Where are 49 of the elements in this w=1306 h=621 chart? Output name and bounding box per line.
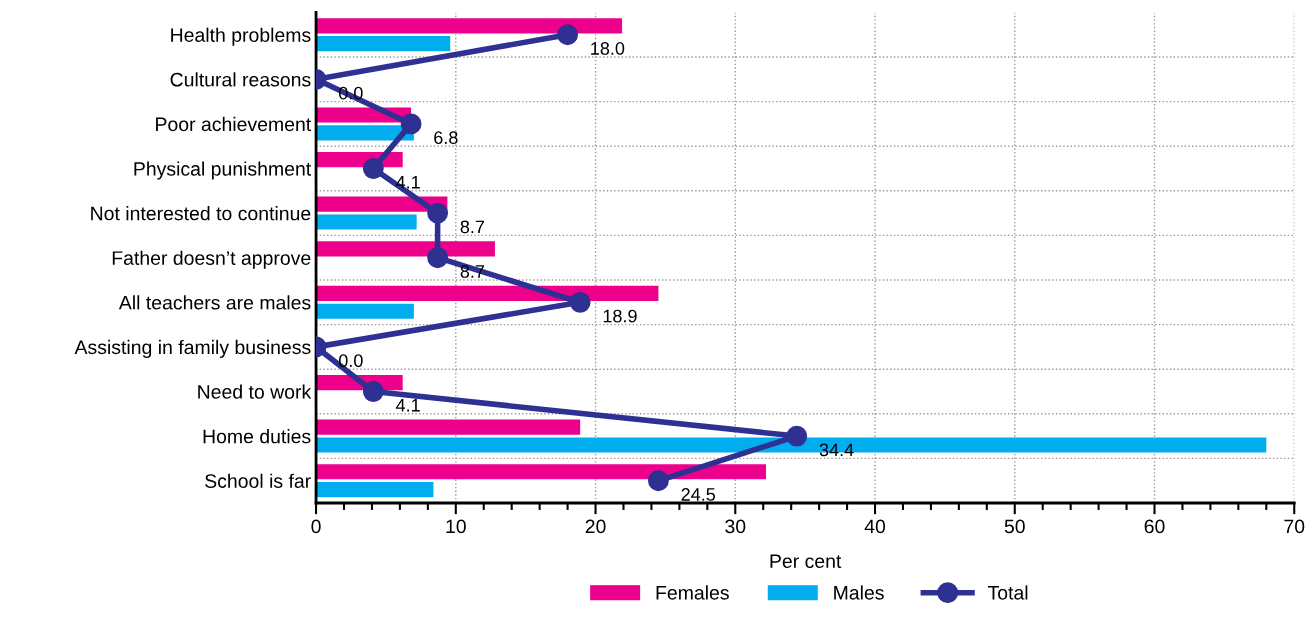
y-tick-label: All teachers are males (118, 295, 311, 310)
point (427, 202, 449, 224)
bar (316, 36, 451, 52)
point (427, 247, 449, 269)
data-label: 0.0 (338, 354, 363, 368)
bar (316, 464, 767, 480)
point (400, 113, 422, 135)
bar (316, 241, 495, 257)
data-label: 4.1 (395, 399, 420, 412)
point (786, 425, 808, 447)
data-label: 4.1 (395, 176, 420, 189)
bar (316, 303, 414, 319)
data-label: 18.0 (591, 42, 625, 55)
point (569, 291, 591, 313)
x-tick-label: 50 (1004, 519, 1025, 534)
legend-label: Males (834, 585, 884, 600)
data-label: 24.5 (681, 488, 716, 501)
legend-label: Females (656, 585, 729, 600)
x-tick-label: 30 (725, 519, 746, 534)
point (648, 470, 669, 492)
bar (316, 419, 581, 435)
x-axis-title: Per cent (770, 554, 842, 569)
y-tick-label: Poor achievement (156, 116, 312, 132)
y-tick-label: Home duties (203, 429, 311, 444)
data-label: 6.8 (434, 131, 458, 145)
bar (316, 482, 434, 498)
point (557, 24, 579, 46)
data-label: 8.7 (460, 220, 485, 234)
bar (316, 285, 659, 301)
x-tick-label: 0 (311, 519, 321, 534)
bar (316, 18, 623, 34)
y-tick-label: Not interested to continue (91, 206, 311, 221)
point (362, 381, 384, 402)
bar (316, 214, 417, 230)
y-tick-label: School is far (205, 473, 311, 488)
data-label: 18.9 (603, 309, 637, 323)
x-tick-label: 10 (446, 519, 466, 534)
y-tick-label: Father doesn’t approve (112, 250, 311, 269)
point (362, 158, 384, 179)
y-tick-label: Physical punishment (134, 161, 312, 180)
x-tick-label: 60 (1144, 519, 1165, 534)
y-tick-label: Health problems (171, 27, 311, 46)
x-tick-label: 20 (585, 519, 606, 534)
x-tick-label: 70 (1284, 519, 1305, 534)
legend-label: Total (987, 585, 1028, 600)
y-tick-label: Cultural reasons (170, 72, 311, 87)
y-tick-label: Assisting in family business (74, 339, 311, 358)
x-tick-label: 40 (864, 519, 886, 534)
y-tick-label: Need to work (198, 384, 312, 399)
